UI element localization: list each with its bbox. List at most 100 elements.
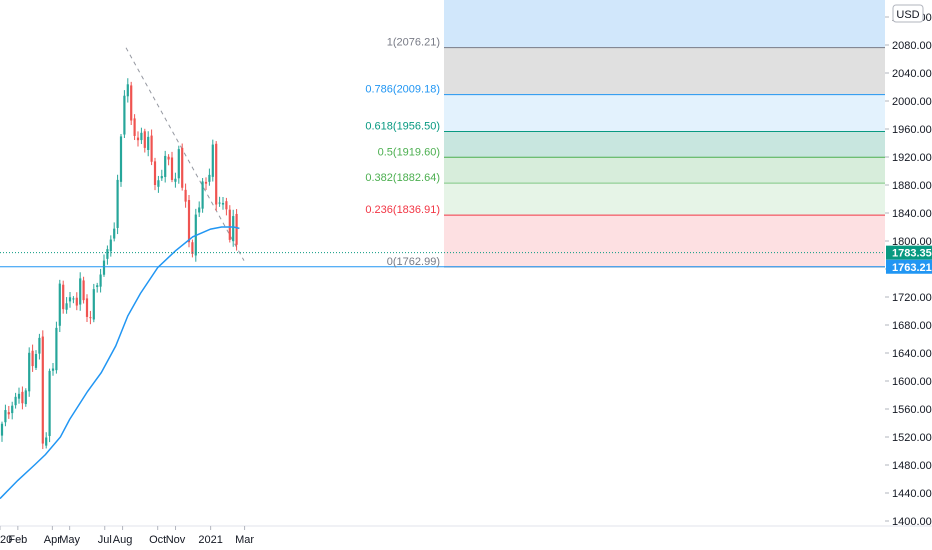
- candle: [157, 175, 160, 193]
- candle: [68, 292, 72, 308]
- fib-label-0_786: 0.786(2009.18): [365, 84, 440, 96]
- candle: [136, 131, 140, 147]
- candle: [208, 168, 211, 186]
- price-tick-label: 1480.00: [892, 460, 932, 472]
- candle: [119, 133, 123, 187]
- candle: [102, 254, 106, 277]
- candle: [34, 350, 38, 370]
- time-tick-label: May: [59, 534, 80, 546]
- time-tick-label: 2021: [198, 534, 222, 546]
- candlestick-series: [0, 78, 238, 450]
- time-tick-label: Oct: [149, 534, 166, 546]
- candle: [225, 197, 228, 216]
- candle: [204, 177, 208, 190]
- candle: [62, 280, 65, 314]
- fib-zone-0_786: [444, 47, 885, 95]
- candle: [41, 330, 44, 450]
- candle: [79, 272, 82, 311]
- candle: [140, 127, 143, 145]
- candle: [17, 387, 21, 404]
- candle: [153, 157, 157, 191]
- candle: [221, 196, 225, 210]
- price-tick-label: 1400.00: [892, 516, 932, 528]
- currency-badge[interactable]: [892, 4, 924, 23]
- price-badges: 1783.35 1763.21: [886, 245, 932, 274]
- candle: [51, 363, 55, 376]
- fib-label-0_236: 0.236(1836.91): [365, 204, 440, 216]
- time-tick-label: Apr: [44, 534, 61, 546]
- candle: [123, 90, 126, 138]
- time-tick-label: 2020: [0, 534, 12, 546]
- trend-line[interactable]: [125, 47, 245, 261]
- fib-label-0: 0(1762.99): [387, 256, 440, 268]
- fib-zone-0: [444, 215, 885, 267]
- candle: [126, 78, 129, 103]
- candle: [177, 145, 180, 184]
- price-tick-label: 1920.00: [892, 152, 932, 164]
- candle: [113, 222, 116, 242]
- candle: [160, 169, 163, 181]
- candle: [31, 344, 34, 372]
- time-tick-label: Feb: [8, 534, 27, 546]
- fib-zone-0_5: [444, 131, 885, 158]
- fib-label-1: 1(2076.21): [387, 37, 440, 49]
- time-tick-label: Aug: [113, 534, 133, 546]
- price-badge-label: 1763.21: [892, 262, 932, 274]
- candle: [235, 209, 238, 251]
- candle: [28, 347, 31, 397]
- price-axis[interactable]: 2120.002080.002040.002000.001960.001920.…: [885, 0, 932, 528]
- fibonacci-labels: 1(2076.21) 0.786(2009.18) 0.618(1956.50) 0.…: [365, 37, 440, 268]
- candle: [174, 172, 177, 188]
- candle: [218, 196, 221, 207]
- price-tick-label: 1440.00: [892, 488, 932, 500]
- moving-average-line[interactable]: [0, 226, 240, 500]
- fib-label-0_618: 0.618(1956.50): [365, 120, 440, 132]
- price-badge-label: 1783.35: [892, 248, 932, 260]
- price-tick-label: 2000.00: [892, 96, 932, 108]
- time-tick-label: Mar: [235, 534, 254, 546]
- price-tick-label: 1640.00: [892, 348, 932, 360]
- fib-zone-0_618: [444, 94, 885, 132]
- candle: [38, 333, 41, 360]
- time-tick-label: Jul: [98, 534, 112, 546]
- candle: [150, 129, 153, 166]
- candle: [7, 405, 10, 419]
- candle: [164, 150, 167, 183]
- price-tick-label: 1800.00: [892, 236, 932, 248]
- candle: [82, 276, 85, 304]
- candle: [201, 178, 204, 213]
- candle: [215, 141, 218, 211]
- candle: [75, 292, 78, 311]
- candle: [133, 114, 136, 141]
- candle: [55, 321, 58, 374]
- candle: [147, 131, 150, 157]
- candle: [92, 283, 95, 323]
- candle: [58, 279, 61, 333]
- candle: [24, 388, 27, 407]
- candle: [187, 195, 191, 248]
- fib-label-0_382: 0.382(1882.64): [365, 172, 440, 184]
- candle: [85, 294, 89, 323]
- candle: [14, 392, 17, 409]
- price-tick-label: 1880.00: [892, 180, 932, 192]
- price-tick-label: 1720.00: [892, 292, 932, 304]
- candle: [184, 183, 187, 208]
- price-tick-label: 1520.00: [892, 432, 932, 444]
- currency-label: USD: [896, 9, 919, 21]
- candle: [109, 235, 112, 257]
- candle: [99, 268, 102, 293]
- candle: [48, 368, 51, 443]
- price-tick-label: 1840.00: [892, 208, 932, 220]
- candle: [72, 296, 75, 304]
- fib-zone-0_382: [444, 157, 885, 184]
- price-badge: [886, 245, 932, 260]
- fib-label-0_5: 0.5(1919.60): [378, 146, 440, 158]
- candle: [211, 139, 214, 182]
- time-tick-label: Nov: [166, 534, 186, 546]
- price-tick-label: 1560.00: [892, 404, 932, 416]
- price-badge: [886, 259, 932, 274]
- candle: [89, 310, 92, 325]
